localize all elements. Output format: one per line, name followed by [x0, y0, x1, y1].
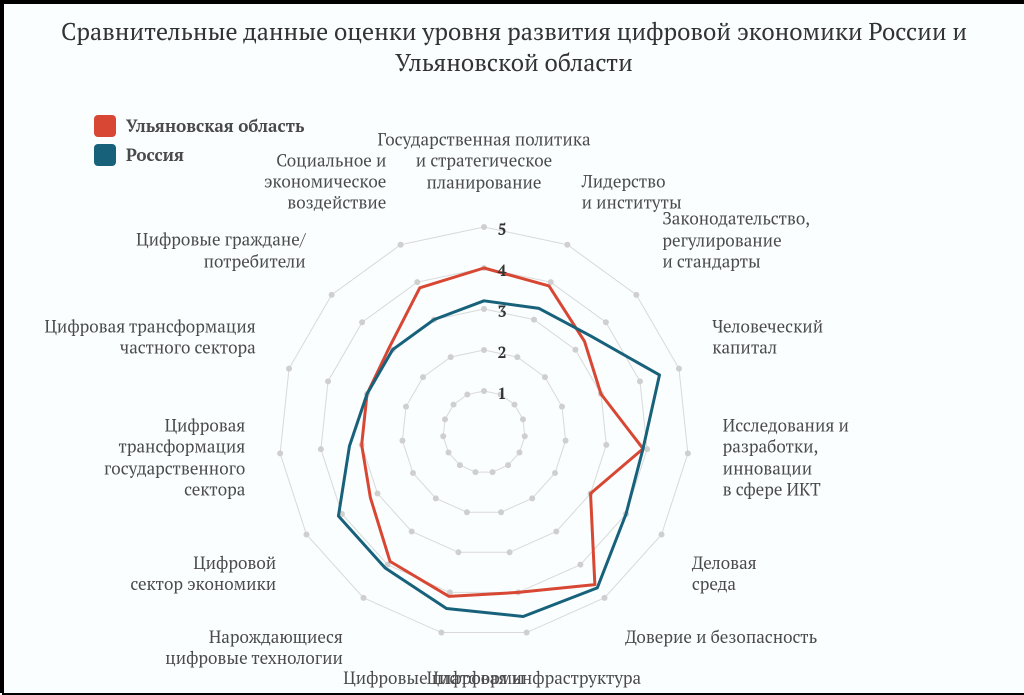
tick-label-3: 3 — [497, 300, 506, 322]
axis-label-11: Цифровая трансформация государственного … — [104, 415, 245, 500]
axis-label-4: Исследования и разработки, инновации в с… — [723, 415, 849, 500]
axis-label-14: Социальное и экономическое воздействие — [166, 149, 386, 213]
axis-label-3: Человеческий капитал — [712, 315, 823, 358]
axis-label-10: Цифровой сектор экономики — [130, 552, 276, 595]
axis-label-6: Доверие и безопасность — [625, 626, 817, 647]
tick-label-5: 5 — [497, 218, 506, 240]
legend-label: Ульяновская область — [126, 112, 304, 141]
axis-label-12: Цифровая трансформация частного сектора — [44, 315, 255, 358]
tick-label-1: 1 — [497, 382, 506, 404]
legend-item: Ульяновская область — [94, 112, 304, 141]
axis-label-13: Цифровые граждане/ потребители — [136, 229, 305, 272]
axis-label-8: Цифровые платформы — [343, 667, 525, 688]
axis-label-0: Государственная политика и стратегическо… — [374, 128, 594, 192]
axis-label-9: Нарождающиеся цифровые технологии — [165, 626, 343, 669]
legend-swatch — [94, 144, 116, 166]
radar-chart: Сравнительные данные оценки уровня разви… — [4, 4, 1024, 693]
tick-label-4: 4 — [497, 259, 506, 281]
axis-label-5: Деловая среда — [692, 552, 757, 595]
tick-label-2: 2 — [497, 341, 506, 363]
legend-swatch — [94, 115, 116, 137]
axis-label-2: Законодательство, регулирование и станда… — [662, 208, 810, 272]
